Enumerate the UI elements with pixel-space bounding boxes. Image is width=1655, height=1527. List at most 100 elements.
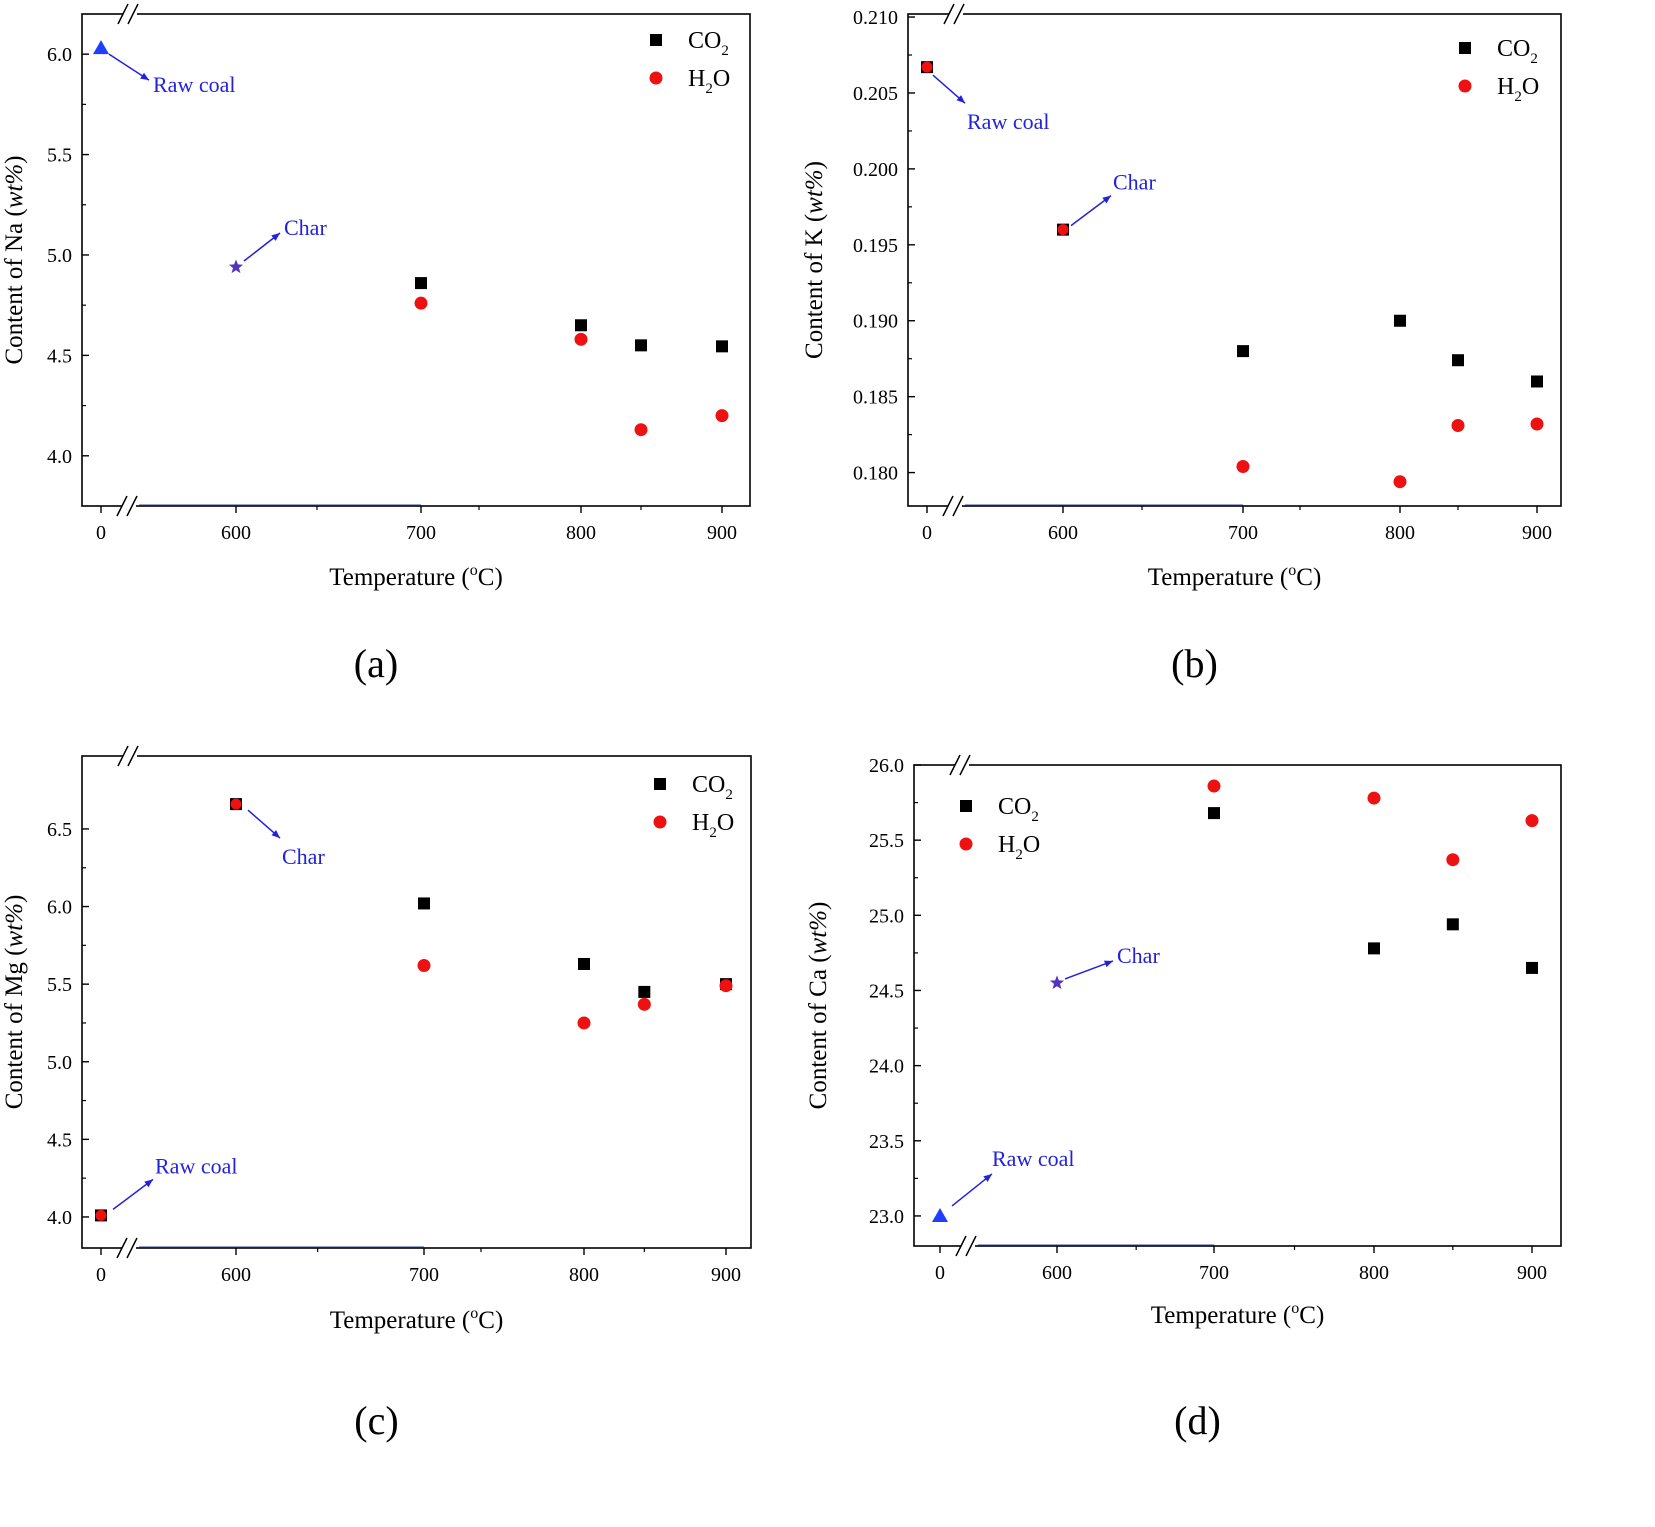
x-axis-label-sup: o	[1288, 562, 1296, 579]
data-point-co2	[1394, 314, 1406, 327]
x-tick-label: 700	[409, 1264, 439, 1286]
top-break-gap	[955, 755, 969, 775]
data-point-h2o	[574, 332, 588, 346]
y-tick-label: 5.5	[47, 974, 72, 996]
legend-co2-sub: 2	[1530, 51, 1538, 67]
panel-label: (c)	[354, 1398, 398, 1443]
x-axis-label: Temperature (oC)	[330, 1305, 504, 1334]
y-tick-label: 4.0	[47, 446, 72, 468]
data-point-h2o	[1393, 475, 1407, 489]
x-tick-label: 700	[406, 522, 436, 544]
data-point-co2	[1452, 354, 1464, 367]
x-break-mark	[126, 495, 138, 517]
legend-co2-sub: 2	[725, 787, 733, 803]
legend-h2o-sub: 2	[705, 81, 713, 97]
legend-co2-label: CO2	[1497, 36, 1538, 67]
data-point-h2o	[637, 997, 651, 1011]
x-axis-label-tail: C)	[478, 564, 503, 591]
legend-h2o-label: H2O	[692, 810, 734, 841]
y-tick-label: 0.180	[853, 463, 898, 485]
legend-co2-label: CO2	[692, 772, 733, 803]
top-break-gap	[949, 4, 963, 24]
y-axis-label-suffix: )	[1, 156, 28, 164]
x-tick-label: 600	[221, 1264, 251, 1286]
data-point-h2o	[1446, 853, 1460, 867]
legend-co2-marker	[1459, 42, 1471, 54]
data-point-co2	[1526, 961, 1538, 974]
legend-h2o-marker	[959, 837, 973, 851]
x-tick-label: 0	[935, 1262, 945, 1284]
raw-coal-arrow-head	[983, 1173, 992, 1182]
legend-h2o-label: H2O	[1497, 74, 1539, 105]
legend-co2-marker	[650, 34, 662, 46]
raw-coal-arrow-line	[112, 1178, 154, 1211]
data-point-co2	[638, 985, 651, 998]
legend-co2-main: CO	[998, 794, 1031, 820]
data-point-co2	[1368, 942, 1380, 955]
y-tick-label: 6.0	[47, 897, 72, 919]
x-axis-label-sup: o	[1291, 1300, 1299, 1317]
top-break-mark	[127, 745, 139, 767]
y-tick-label: 24.0	[869, 1056, 904, 1078]
raw-coal-arrow-head	[140, 72, 149, 81]
data-point-h2o	[414, 296, 428, 310]
y-axis-label: Content of Ca (wt%)	[805, 902, 832, 1110]
x-tick-label: 0	[96, 522, 106, 544]
x-tick-label: 900	[1517, 1262, 1547, 1284]
y-axis-label-prefix: Content of Mg (	[1, 947, 28, 1109]
data-point-h2o	[1236, 460, 1250, 474]
legend-co2-sub: 2	[721, 43, 729, 59]
data-point-h2o	[1207, 779, 1221, 793]
y-tick-label: 5.5	[47, 145, 72, 167]
data-point-char-circle	[230, 798, 242, 810]
x-tick-label: 700	[1199, 1262, 1229, 1284]
legend-h2o-sub: 2	[1514, 89, 1522, 105]
x-tick-label: 800	[569, 1264, 599, 1286]
char-arrow-head	[1104, 960, 1113, 968]
x-break-mark	[955, 1235, 967, 1257]
data-point-co2	[1531, 375, 1543, 388]
top-break-mark	[117, 3, 129, 25]
x-tick-label: 900	[707, 522, 737, 544]
x-tick-label: 600	[221, 522, 251, 544]
data-point-h2o	[715, 409, 729, 423]
x-tick-label: 900	[711, 1264, 741, 1286]
x-axis-label-tail: C)	[478, 1307, 503, 1334]
data-point-raw-coal	[93, 40, 109, 55]
raw-coal-arrow-line	[951, 1173, 993, 1207]
x-tick-label: 800	[1359, 1262, 1389, 1284]
data-point-h2o	[719, 979, 733, 993]
x-axis-label-sup: o	[470, 562, 478, 579]
x-tick-label: 0	[922, 522, 932, 544]
y-tick-label: 6.5	[47, 819, 72, 841]
x-break-gap	[122, 1238, 136, 1258]
chart-panel-mg: 4.0 4.5 5.0 5.5 6.0 6.5 0 600 700 800 900 Temperatu…	[1, 745, 752, 1443]
y-tick-label: 26.0	[869, 755, 904, 777]
legend-h2o-tail: O	[1023, 832, 1040, 858]
data-point-char-circle	[1057, 224, 1069, 236]
char-arrow-head	[271, 233, 280, 241]
y-axis-label-unit: wt%	[1, 164, 28, 208]
data-point-raw-coal	[932, 1207, 948, 1222]
x-axis-label: Temperature (oC)	[329, 562, 503, 591]
x-break-gap	[948, 496, 962, 516]
char-label: Char	[1113, 170, 1156, 195]
y-axis-label: Content of K (wt%)	[801, 161, 828, 359]
data-point-raw-coal-circle	[95, 1209, 107, 1221]
data-point-co2	[578, 957, 590, 970]
legend-co2-label: CO2	[688, 28, 729, 59]
data-point-co2	[1446, 918, 1459, 931]
legend-co2-main: CO	[692, 772, 725, 798]
data-point-h2o	[1451, 419, 1465, 433]
data-point-char	[1049, 975, 1065, 989]
char-label: Char	[284, 215, 327, 240]
y-tick-label: 25.0	[869, 905, 904, 927]
y-axis-label-prefix: Content of K (	[801, 214, 828, 359]
legend-h2o-marker	[653, 815, 667, 829]
data-point-co2	[415, 277, 427, 290]
x-break-mark	[965, 1235, 977, 1257]
x-axis-label-main: Temperature (	[1148, 564, 1289, 591]
x-tick-label: 600	[1042, 1262, 1072, 1284]
char-arrow-head	[271, 830, 280, 839]
x-axis-label-tail: C)	[1296, 564, 1321, 591]
